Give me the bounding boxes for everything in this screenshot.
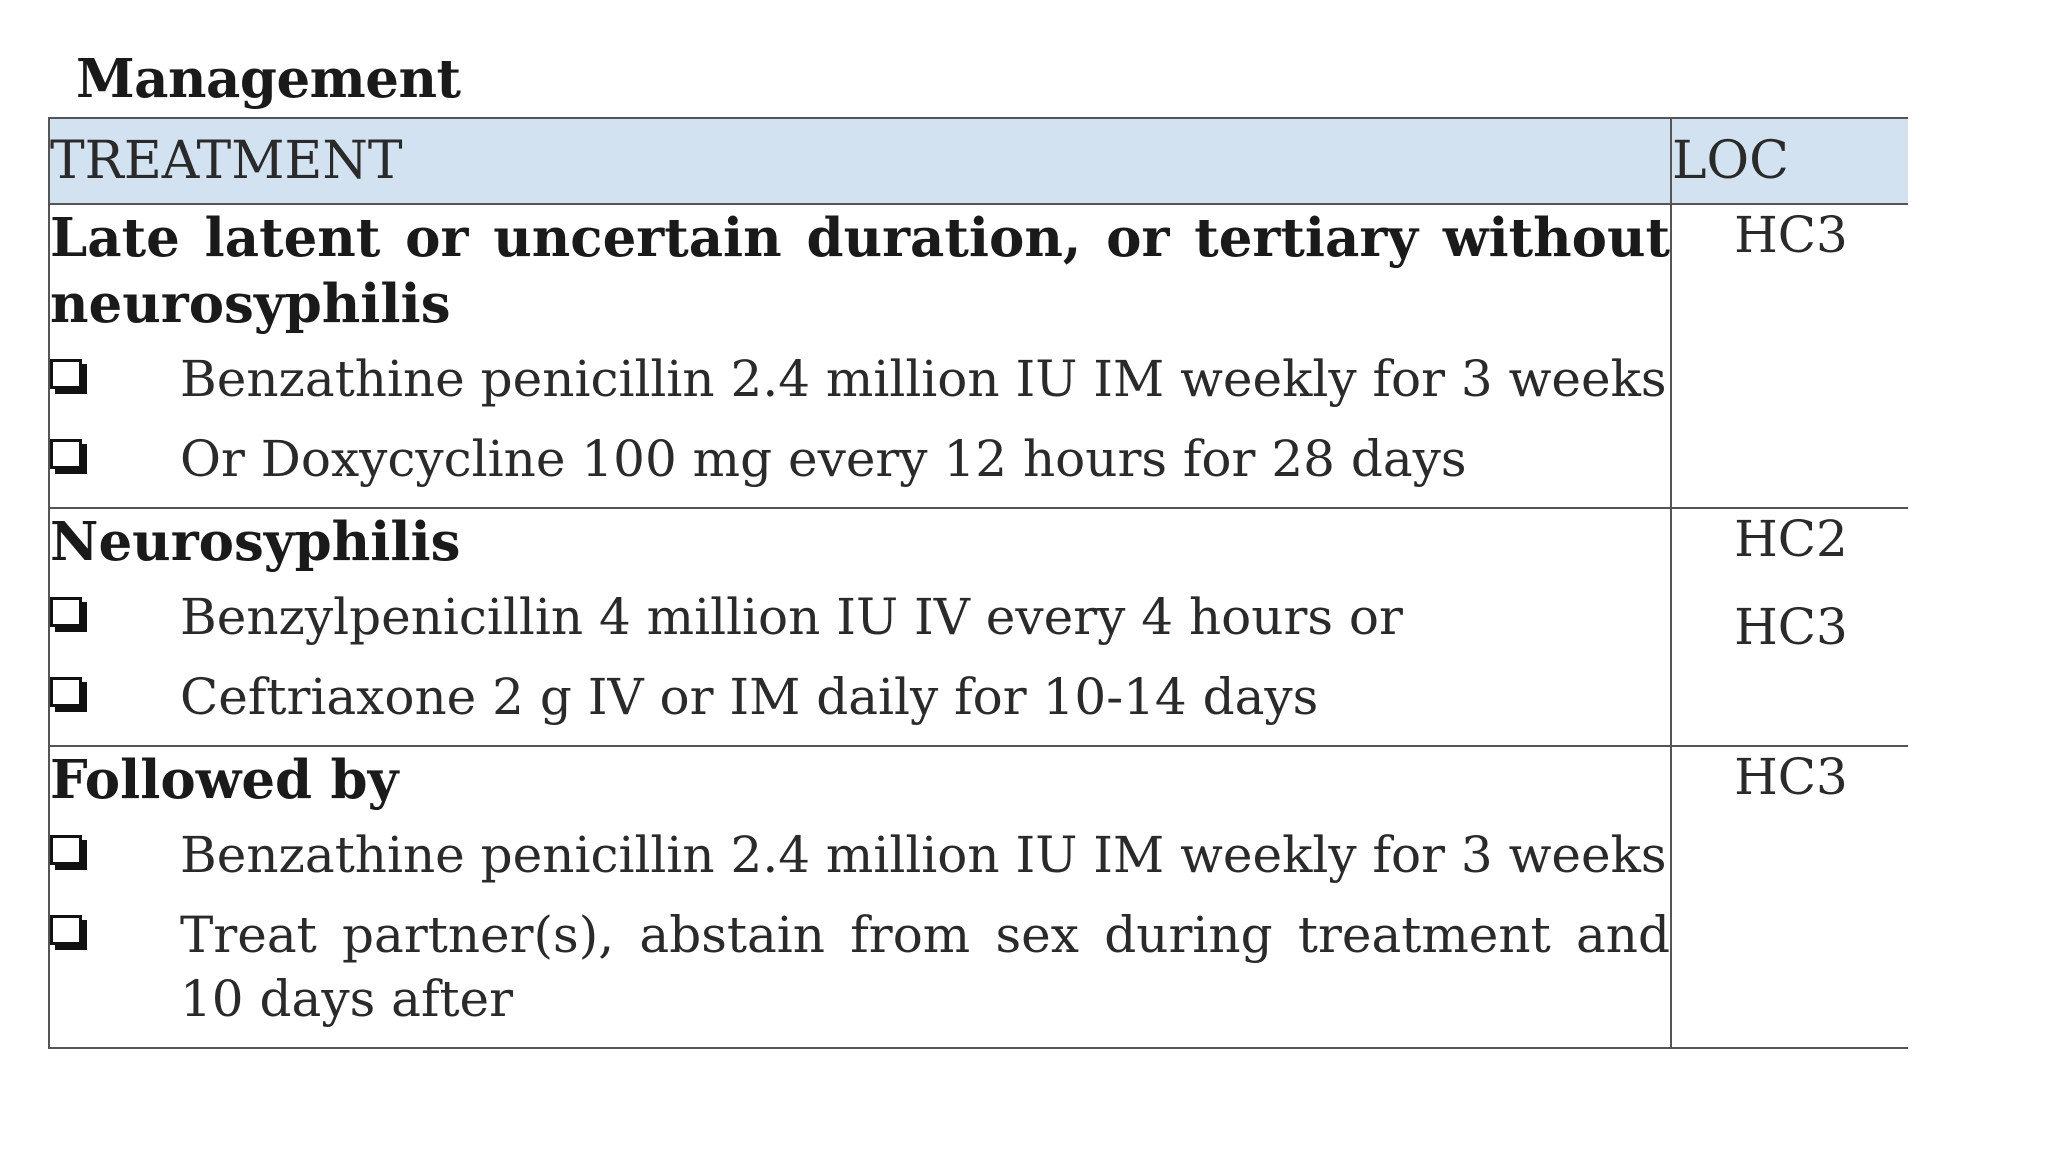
table-row: Late latent or uncertain duration, or te… [48, 203, 1908, 509]
item-text: Benzylpenicillin 4 million IU IV every 4… [180, 588, 1403, 646]
loc-cell: HC3 [1670, 203, 1908, 509]
checkbox-icon [50, 597, 88, 633]
item-text: Benzathine penicillin 2.4 million IU IM … [180, 350, 1667, 408]
list-item: Or Doxycycline 100 mg every 12 hours for… [50, 427, 1670, 491]
list-item: Treat partner(s), abstain from sex durin… [50, 903, 1670, 1031]
checkbox-icon [50, 677, 88, 713]
table-header-row: TREATMENT LOC [48, 117, 1908, 205]
list-item: Benzathine penicillin 2.4 million IU IM … [50, 347, 1670, 411]
checkbox-icon [50, 359, 88, 395]
loc-cell: HC2 HC3 [1670, 507, 1908, 747]
item-text: Benzathine penicillin 2.4 million IU IM … [180, 826, 1667, 884]
loc-value: HC2 [1734, 510, 1848, 568]
group-title: Followed by [50, 749, 399, 811]
loc-value: HC3 [1734, 206, 1848, 264]
loc-column-header: LOC [1670, 117, 1908, 205]
treatment-cell: Late latent or uncertain duration, or te… [48, 203, 1672, 509]
loc-cell: HC3 [1670, 745, 1908, 1049]
checkbox-icon [50, 915, 88, 951]
list-item: Benzathine penicillin 2.4 million IU IM … [50, 823, 1670, 887]
treatment-cell: Neurosyphilis Benzylpenicillin 4 million… [48, 507, 1672, 747]
group-title: Late latent or uncertain duration, or te… [50, 207, 1670, 335]
table-row: Followed by Benzathine penicillin 2.4 mi… [48, 745, 1908, 1049]
treatment-column-header: TREATMENT [48, 117, 1672, 205]
item-text: Or Doxycycline 100 mg every 12 hours for… [180, 430, 1467, 488]
management-table: TREATMENT LOC Late latent or uncertain d… [48, 117, 1908, 1049]
table-row: Neurosyphilis Benzylpenicillin 4 million… [48, 507, 1908, 747]
treatment-cell: Followed by Benzathine penicillin 2.4 mi… [48, 745, 1672, 1049]
loc-value: HC3 [1734, 748, 1848, 806]
list-item: Benzylpenicillin 4 million IU IV every 4… [50, 585, 1670, 649]
loc-value: HC3 [1734, 598, 1848, 656]
item-text: Ceftriaxone 2 g IV or IM daily for 10-14… [180, 668, 1319, 726]
checkbox-icon [50, 439, 88, 475]
section-heading: Management [76, 48, 461, 110]
management-table-container: TREATMENT LOC Late latent or uncertain d… [48, 117, 1908, 1157]
group-title: Neurosyphilis [50, 511, 461, 573]
item-text: Treat partner(s), abstain from sex durin… [180, 906, 1670, 1028]
list-item: Ceftriaxone 2 g IV or IM daily for 10-14… [50, 665, 1670, 729]
checkbox-icon [50, 835, 88, 871]
